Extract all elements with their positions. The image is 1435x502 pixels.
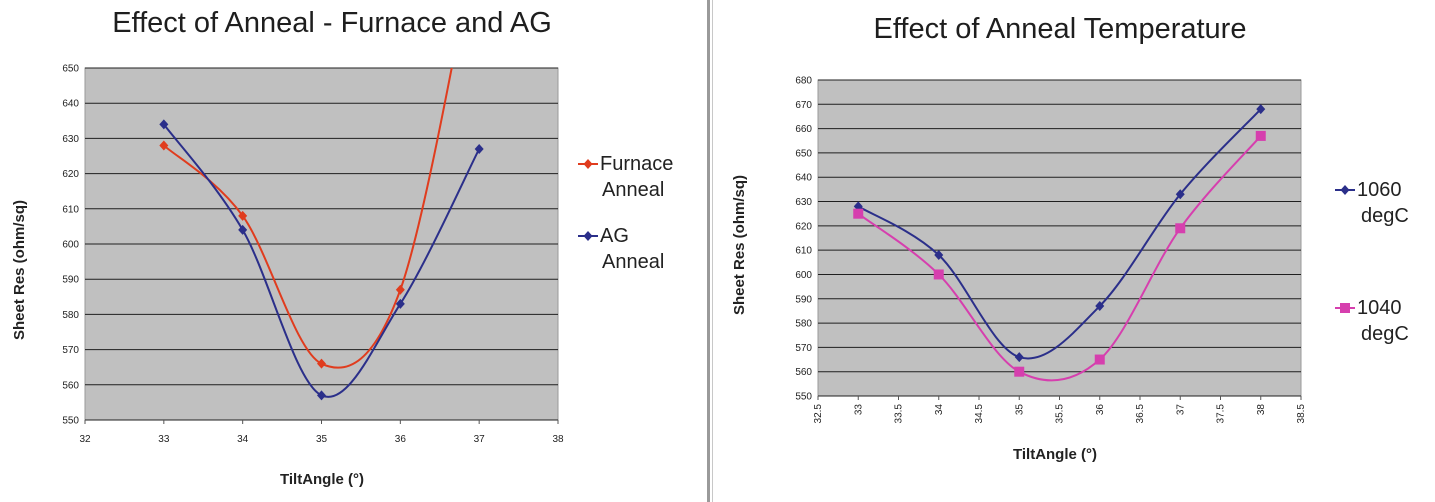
legend-label: 1060 xyxy=(1357,179,1402,201)
legend-marker xyxy=(583,231,593,241)
y-tick-label: 660 xyxy=(795,124,812,135)
data-point xyxy=(1255,130,1266,141)
y-tick-label: 630 xyxy=(62,134,79,145)
chart-title: Effect of Anneal - Furnace and AG xyxy=(112,7,552,39)
x-tick-label: 33 xyxy=(853,404,864,416)
x-tick-label: 37 xyxy=(1175,404,1186,416)
x-tick-label: 34.5 xyxy=(974,404,985,424)
y-tick-label: 620 xyxy=(795,221,812,232)
legend-entry: 1060 degC xyxy=(1335,179,1409,227)
x-tick-label: 35 xyxy=(316,434,328,445)
legend-entry: Furnace Anneal xyxy=(578,153,673,201)
data-point xyxy=(474,143,484,154)
data-point xyxy=(1175,189,1185,200)
x-axis-label: TiltAngle (°) xyxy=(280,471,364,488)
panel-divider-line xyxy=(712,0,713,502)
y-tick-label: 600 xyxy=(62,240,79,251)
data-point xyxy=(933,269,944,280)
data-point xyxy=(317,358,326,369)
legend-label: degC xyxy=(1361,323,1409,345)
series-line xyxy=(857,135,1262,382)
x-tick-label: 38 xyxy=(552,434,564,445)
legend-label: Furnace xyxy=(600,153,673,175)
y-tick-label: 630 xyxy=(795,197,812,208)
legend-marker xyxy=(1340,303,1350,313)
y-tick-label: 610 xyxy=(62,204,79,215)
data-point xyxy=(395,298,405,309)
x-tick-label: 37 xyxy=(474,434,486,445)
y-tick-label: 570 xyxy=(795,343,812,354)
y-axis-label: Sheet Res (ohm/sq) xyxy=(731,175,748,315)
y-tick-label: 580 xyxy=(795,319,812,330)
chart-anneal-temperature: Effect of Anneal Temperature TiltAngle (… xyxy=(731,13,1409,463)
data-point xyxy=(1014,352,1024,363)
y-tick-label: 650 xyxy=(62,64,79,75)
y-tick-label: 560 xyxy=(62,380,79,391)
legend-entry: 1040 degC xyxy=(1335,297,1409,345)
data-point xyxy=(238,210,248,221)
series-line xyxy=(163,68,453,369)
x-tick-label: 38.5 xyxy=(1296,404,1307,424)
legend-entry: AG Anneal xyxy=(578,225,664,273)
panel-divider xyxy=(707,0,710,502)
x-tick-label: 34 xyxy=(237,434,249,445)
y-tick-label: 670 xyxy=(795,100,812,111)
series-2 xyxy=(159,119,484,401)
y-tick-label: 620 xyxy=(62,169,79,180)
x-tick-label: 33.5 xyxy=(894,404,905,424)
series-1 xyxy=(159,68,453,369)
data-point xyxy=(934,250,944,261)
y-tick-label: 600 xyxy=(795,270,812,281)
y-tick-label: 560 xyxy=(795,367,812,378)
x-tick-label: 34 xyxy=(934,404,945,416)
x-axis-label: TiltAngle (°) xyxy=(1013,446,1097,463)
data-point xyxy=(1256,104,1266,115)
y-tick-label: 550 xyxy=(62,416,79,427)
y-tick-label: 590 xyxy=(795,294,812,305)
x-tick-label: 35.5 xyxy=(1055,404,1066,424)
x-tick-label: 38 xyxy=(1256,404,1267,416)
x-tick-label: 33 xyxy=(158,434,170,445)
data-point xyxy=(395,284,405,295)
chart-anneal-furnace-ag: Effect of Anneal - Furnace and AG TiltAn… xyxy=(11,7,673,488)
x-tick-label: 32 xyxy=(79,434,91,445)
x-tick-label: 37.5 xyxy=(1216,404,1227,424)
data-point xyxy=(159,140,169,151)
legend-marker xyxy=(1340,185,1350,195)
chart-title: Effect of Anneal Temperature xyxy=(874,13,1247,45)
data-point xyxy=(1014,366,1025,377)
plot-area xyxy=(817,79,1302,397)
x-tick-label: 36.5 xyxy=(1135,404,1146,424)
y-tick-label: 640 xyxy=(62,99,79,110)
y-tick-label: 590 xyxy=(62,275,79,286)
legend-label: 1040 xyxy=(1357,297,1402,319)
legend-label: AG xyxy=(600,225,629,247)
data-point xyxy=(317,390,326,401)
data-point xyxy=(1094,354,1105,365)
y-tick-label: 610 xyxy=(795,246,812,257)
legend-label: Anneal xyxy=(602,179,664,201)
chart-panel-anneal-furnace-ag: Effect of Anneal - Furnace and AG TiltAn… xyxy=(0,0,708,502)
y-tick-label: 580 xyxy=(62,310,79,321)
x-tick-label: 36 xyxy=(395,434,407,445)
y-tick-label: 570 xyxy=(62,345,79,356)
y-axis-label: Sheet Res (ohm/sq) xyxy=(11,200,28,340)
data-point xyxy=(159,119,169,130)
x-tick-label: 32.5 xyxy=(813,404,824,424)
y-tick-label: 650 xyxy=(795,148,812,159)
y-tick-label: 680 xyxy=(795,76,812,87)
legend-marker xyxy=(583,159,593,169)
y-tick-label: 550 xyxy=(795,392,812,403)
x-tick-label: 36 xyxy=(1095,404,1106,416)
legend-label: degC xyxy=(1361,205,1409,227)
data-point xyxy=(1095,301,1105,312)
data-point xyxy=(1175,223,1186,234)
data-point xyxy=(853,208,864,219)
y-tick-label: 640 xyxy=(795,173,812,184)
data-point xyxy=(238,224,248,235)
series-2 xyxy=(853,130,1266,382)
x-tick-label: 35 xyxy=(1014,404,1025,416)
legend-label: Anneal xyxy=(602,251,664,273)
chart-panel-anneal-temperature: Effect of Anneal Temperature TiltAngle (… xyxy=(714,0,1435,502)
